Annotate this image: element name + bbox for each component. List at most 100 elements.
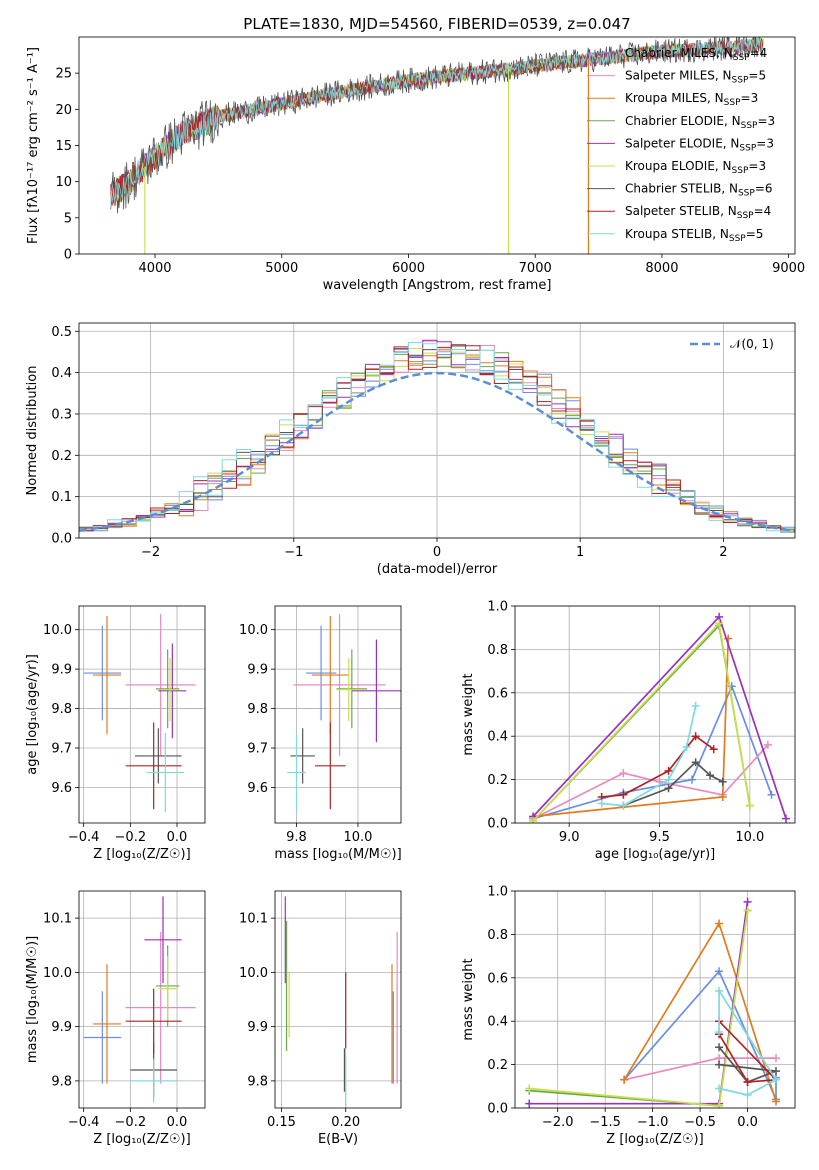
- legend-entry: Salpeter MILES, NSSP=5: [587, 69, 766, 86]
- x-axis-label: Z [log₁₀(Z/Z☉)]: [606, 1132, 703, 1147]
- errorbar-point: [158, 956, 177, 1022]
- x-tick-label: −1.0: [637, 1115, 669, 1130]
- legend-label: Chabrier MILES, NSSP=4: [625, 46, 767, 63]
- legend-entry: Salpeter STELIB, NSSP=4: [587, 204, 771, 221]
- y-tick-label: 0.8: [487, 643, 508, 658]
- y-axis-label: Flux [fλ10⁻¹⁷ erg cm⁻² s⁻¹ A⁻¹]: [26, 47, 41, 244]
- series-marker: [718, 792, 727, 801]
- legend-entry: Chabrier MILES, NSSP=4: [587, 46, 767, 63]
- series-marker: [691, 758, 700, 767]
- panel-age-vs-mass: 9.8 10.0 9.6 9.7 9.8 9.9 10.0 mass [log₁₀(M/M☉)…: [239, 605, 402, 862]
- errorbar-point: [125, 613, 196, 756]
- series-marker: [619, 769, 628, 778]
- x-tick-label: 0: [433, 545, 441, 560]
- series-marker: [619, 790, 628, 799]
- series-marker: [767, 790, 776, 799]
- y-tick-label: 9.9: [247, 1020, 268, 1035]
- series-marker: [715, 619, 724, 628]
- y-tick-label: 0.4: [487, 730, 508, 745]
- y-tick-label: 9.7: [247, 742, 268, 757]
- legend-label: Kroupa ELODIE, NSSP=3: [625, 159, 766, 176]
- y-tick-label: 0.5: [51, 325, 72, 340]
- errorbar-point: [311, 615, 349, 735]
- x-tick-label: 5000: [265, 261, 298, 276]
- axes-frame: [274, 605, 402, 824]
- y-tick-label: 0.2: [51, 449, 72, 464]
- axes-frame: [514, 890, 796, 1109]
- y-tick-label: 9.8: [51, 1074, 72, 1089]
- plot-area: [79, 339, 795, 533]
- series-marker: [715, 919, 724, 928]
- x-tick-label: −1: [284, 545, 303, 560]
- y-tick-label: 10: [55, 175, 72, 190]
- legend-entry: 𝒩(0, 1): [690, 337, 774, 351]
- errorbar-point: [305, 625, 337, 721]
- series-line: [718, 1020, 778, 1083]
- axes-frame: [274, 890, 402, 1109]
- series-marker: [691, 701, 700, 710]
- y-tick-label: 0.2: [487, 1058, 508, 1073]
- normal-curve: [79, 371, 795, 533]
- y-tick-label: 0: [64, 248, 72, 263]
- legend-label: Kroupa STELIB, NSSP=5: [625, 227, 763, 244]
- series-marker: [525, 1099, 534, 1108]
- y-tick-label: 9.9: [51, 663, 72, 678]
- series-marker: [597, 799, 606, 808]
- y-axis-label: mass weight: [461, 958, 476, 1040]
- x-tick-label: 1: [576, 545, 584, 560]
- errorbar-point: [146, 733, 184, 812]
- plot-area: [83, 896, 196, 1103]
- histogram-series: [79, 344, 795, 532]
- y-tick-label: 9.8: [51, 702, 72, 717]
- legend-label: Salpeter MILES, NSSP=5: [625, 69, 766, 86]
- y-tick-label: 0.6: [487, 971, 508, 986]
- y-tick-label: 0.3: [51, 407, 72, 422]
- errorbar-point: [125, 988, 182, 1054]
- series-marker: [620, 1075, 629, 1084]
- errorbar-point: [160, 658, 180, 722]
- series-marker: [715, 1084, 724, 1093]
- plot-area: [284, 896, 398, 1108]
- x-tick-label: −0.5: [684, 1115, 716, 1130]
- errorbar-point: [156, 649, 180, 729]
- legend-label: 𝒩(0, 1): [730, 337, 774, 351]
- x-tick-label: 9000: [772, 261, 805, 276]
- errorbar-point: [293, 613, 386, 756]
- errorbar-point: [135, 728, 182, 784]
- x-tick-label: −2: [141, 545, 160, 560]
- errorbar-point: [144, 896, 182, 984]
- legend-entry: Chabrier ELODIE, NSSP=3: [587, 114, 775, 131]
- series-marker: [619, 801, 628, 810]
- y-tick-label: 9.6: [51, 781, 72, 796]
- y-axis-label: mass weight: [461, 673, 476, 755]
- y-tick-label: 0.4: [487, 1015, 508, 1030]
- x-tick-label: 2: [719, 545, 727, 560]
- y-tick-label: 9.8: [247, 702, 268, 717]
- y-tick-label: 0.6: [487, 686, 508, 701]
- y-tick-label: 0.2: [487, 773, 508, 788]
- panel-residuals: −2 −1 0 1 2 0.0 0.1 0.2 0.3 0.4 0.5 (data-model)/er…: [25, 322, 796, 577]
- axes-frame: [78, 36, 796, 255]
- x-tick-label: 0.0: [167, 1115, 188, 1130]
- series-marker: [715, 1043, 724, 1052]
- y-tick-label: 1.0: [487, 885, 508, 900]
- legend-label: Salpeter STELIB, NSSP=4: [625, 204, 771, 221]
- series-marker: [743, 1090, 752, 1099]
- series-marker: [688, 775, 697, 784]
- series-marker: [715, 967, 724, 976]
- series-marker: [781, 814, 790, 823]
- x-tick-label: −0.2: [115, 1115, 147, 1130]
- series-marker: [525, 1084, 534, 1093]
- series-marker: [763, 740, 772, 749]
- y-tick-label: 20: [55, 103, 72, 118]
- y-tick-label: 1.0: [487, 600, 508, 615]
- axes-frame: [78, 322, 796, 539]
- histogram-series: [79, 339, 795, 531]
- x-tick-label: 7000: [519, 261, 552, 276]
- errorbar-point: [93, 964, 121, 1084]
- y-tick-label: 15: [55, 139, 72, 154]
- series-marker: [743, 897, 752, 906]
- x-axis-label: Z [log₁₀(Z/Z☉)]: [93, 847, 190, 862]
- x-tick-label: 9.5: [649, 830, 670, 845]
- y-tick-label: 10.0: [239, 966, 268, 981]
